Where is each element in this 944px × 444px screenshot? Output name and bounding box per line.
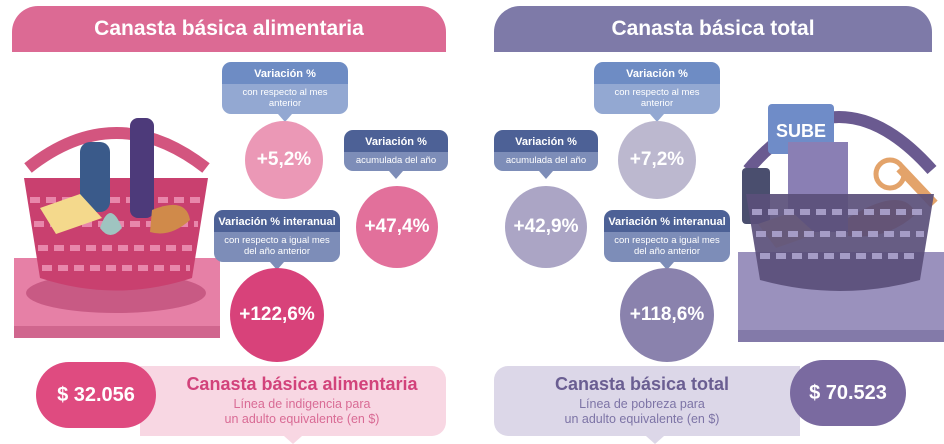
band-title: Canasta básica total: [554, 374, 730, 394]
tag-subtitle: con respecto al mes anterior: [594, 84, 720, 114]
bottle-wine: [130, 118, 154, 218]
tag-subtitle: acumulada del año: [494, 152, 598, 171]
price-canasta-total: $ 70.523: [790, 360, 906, 426]
tag-title: Variación %: [222, 62, 348, 84]
value-variacion-mensual-total: +7,2%: [618, 121, 696, 199]
tag-variacion-acumulada-alimentaria: Variación % acumulada del año: [344, 130, 448, 179]
tag-title: Variación % interanual: [604, 210, 730, 232]
band-subtitle-line1: Línea de pobreza para: [579, 397, 705, 411]
tag-subtitle: con respecto al mes anterior: [222, 84, 348, 114]
value-variacion-mensual-alimentaria: +5,2%: [245, 121, 323, 199]
basket-body: [24, 178, 208, 291]
total-basket-illustration: SUBE: [738, 104, 944, 342]
tag-subtitle: con respecto a igual mes del año anterio…: [604, 232, 730, 262]
header-canasta-alimentaria: Canasta básica alimentaria: [12, 6, 446, 52]
tag-variacion-mensual-total: Variación % con respecto al mes anterior: [594, 62, 720, 122]
basket-body: [746, 194, 934, 291]
tag-variacion-acumulada-total: Variación % acumulada del año: [494, 130, 598, 179]
food-basket-illustration: [14, 118, 220, 338]
header-canasta-total: Canasta básica total: [494, 6, 932, 52]
tag-variacion-interanual-alimentaria: Variación % interanual con respecto a ig…: [214, 210, 340, 270]
band-title: Canasta básica alimentaria: [186, 374, 418, 394]
band-subtitle-line1: Línea de indigencia para: [233, 397, 371, 411]
cheese: [40, 194, 102, 234]
band-linea-indigencia: Canasta básica alimentaria Línea de indi…: [140, 366, 446, 444]
value-variacion-interanual-total: +118,6%: [620, 268, 714, 362]
value-variacion-interanual-alimentaria: +122,6%: [230, 268, 324, 362]
tag-variacion-interanual-total: Variación % interanual con respecto a ig…: [604, 210, 730, 270]
band-subtitle-line2: un adulto equivalente (en $): [224, 412, 380, 426]
bread: [150, 204, 190, 234]
tag-variacion-mensual-alimentaria: Variación % con respecto al mes anterior: [222, 62, 348, 122]
price-canasta-alimentaria: $ 32.056: [36, 362, 156, 428]
bottle-water: [80, 142, 110, 212]
sube-card-text: SUBE: [776, 121, 826, 141]
sube-card: [768, 104, 834, 154]
tag-title: Variación %: [344, 130, 448, 152]
band-linea-pobreza: Canasta básica total Línea de pobreza pa…: [494, 366, 800, 444]
tag-subtitle: con respecto a igual mes del año anterio…: [214, 232, 340, 262]
value-variacion-acumulada-total: +42,9%: [505, 186, 587, 268]
value-variacion-acumulada-alimentaria: +47,4%: [356, 186, 438, 268]
tag-title: Variación % interanual: [214, 210, 340, 232]
tag-title: Variación %: [594, 62, 720, 84]
tag-title: Variación %: [494, 130, 598, 152]
band-subtitle-line2: un adulto equivalente (en $): [564, 412, 720, 426]
tag-subtitle: acumulada del año: [344, 152, 448, 171]
